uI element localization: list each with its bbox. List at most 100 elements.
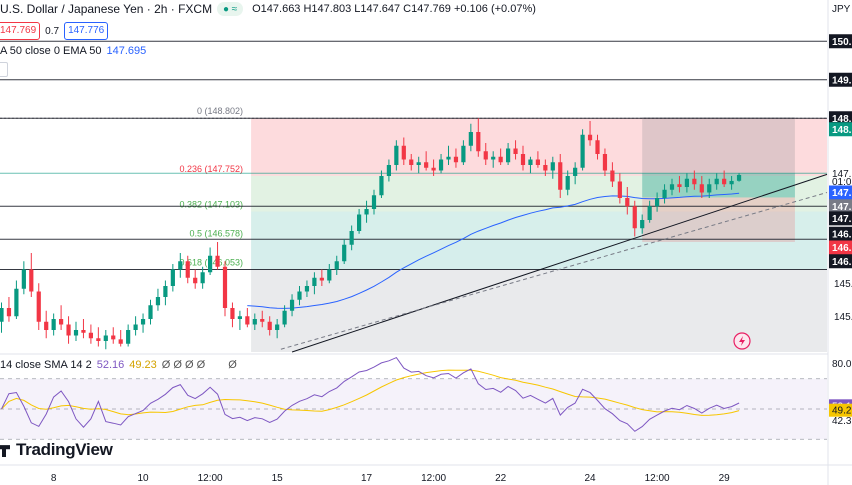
candle [133,324,138,330]
candle [289,299,295,311]
ema-label: A 50 close 0 EMA 50 [0,45,102,57]
collapse-toggle[interactable] [0,62,8,77]
candle [148,305,153,319]
lightning-icon[interactable] [733,332,751,350]
candle [327,269,332,281]
candle [73,330,79,336]
candle [111,335,116,340]
candle [334,261,339,270]
candle [446,156,451,160]
price-badge-label: 146. [832,229,852,240]
candle [163,286,168,297]
candle [126,330,131,344]
candle [520,154,526,165]
spread-value: 0.7 [45,25,60,37]
candle [304,286,310,292]
price-badge [829,211,852,226]
rsi-sma-line [1,369,740,416]
candle [617,181,622,198]
price-badge [829,111,852,126]
rsi-axis-label: 42.3 [832,416,852,427]
rsi-axis-label: 49.2 [832,406,852,417]
price-badge [829,122,852,137]
candle [349,231,354,245]
fib-zone [251,269,827,352]
candle [483,151,488,160]
candle [498,156,503,163]
tradingview-logo: TradingView [0,440,113,460]
rsi-axis-label: 80.0 [832,359,852,370]
candle [230,308,235,319]
price-badge [829,34,852,49]
candle [81,330,86,333]
candle [550,162,555,171]
price-badge-label: 147. [832,202,852,213]
candle [252,319,257,325]
candle [677,184,682,187]
candle [714,178,719,185]
sell-button[interactable]: 147.769 [0,22,41,40]
price-badge [829,226,852,241]
price-badge-label: 146. [832,257,852,268]
candle [558,162,563,190]
candle [543,165,548,171]
candle [394,145,399,165]
candle [222,266,228,308]
market-status-icon[interactable]: ● ≈ [217,2,244,16]
candle [66,324,71,336]
tradingview-logo-icon [0,445,10,457]
candle [357,214,362,231]
time-axis-label: 12:00 [421,473,446,484]
price-badge-label: 146. [832,243,852,254]
candle [692,178,697,185]
candle [170,269,175,286]
fib-zone [251,118,827,176]
rsi-band [0,378,827,440]
candle [96,338,101,341]
candle [587,134,593,141]
candle [565,176,570,190]
price-badge [829,199,852,214]
candle [21,269,26,289]
candle [632,206,637,229]
rsi-extra-2: Ø [228,359,237,371]
fib-label: 0.5 (146.578) [190,228,244,238]
price-badge-label: 147. [832,214,852,225]
candle [215,255,220,267]
currency-text: JPY [832,4,851,15]
rsi-label: 14 close SMA 14 2 [0,359,92,371]
candle [476,132,481,152]
candle [282,310,287,325]
candle [699,184,704,193]
buy-button[interactable]: 147.776 [64,22,109,40]
candle [655,198,660,207]
rsi-sma-value: 49.23 [129,359,157,371]
trade-buttons: 147.769 0.7 147.776 [0,22,109,40]
price-badge-label: 148. [832,114,852,125]
price-badge-label: 147. [832,169,851,180]
time-axis-label: 10 [137,473,149,484]
candle [722,178,727,185]
rsi-line [1,356,740,432]
candle [155,297,161,306]
candle [647,206,652,220]
candle [491,156,496,160]
candle [103,335,108,341]
time-axis-label: 12:00 [645,473,670,484]
candle [237,316,242,319]
ema-value: 147.695 [106,45,147,57]
time-axis-label: 22 [495,473,507,484]
price-badge [829,254,852,269]
candle [416,162,421,165]
fib-label: 0 (148.802) [197,106,243,116]
candle [424,162,429,168]
rsi-value: 52.16 [96,359,125,371]
candle [438,159,444,171]
ema-legend: A 50 close 0 EMA 50 147.695 [0,45,146,57]
candle [729,180,734,185]
price-badge-label: 150. [832,37,852,48]
price-tick-label: 145. [834,279,852,290]
candle [364,209,369,215]
candle [386,165,391,176]
